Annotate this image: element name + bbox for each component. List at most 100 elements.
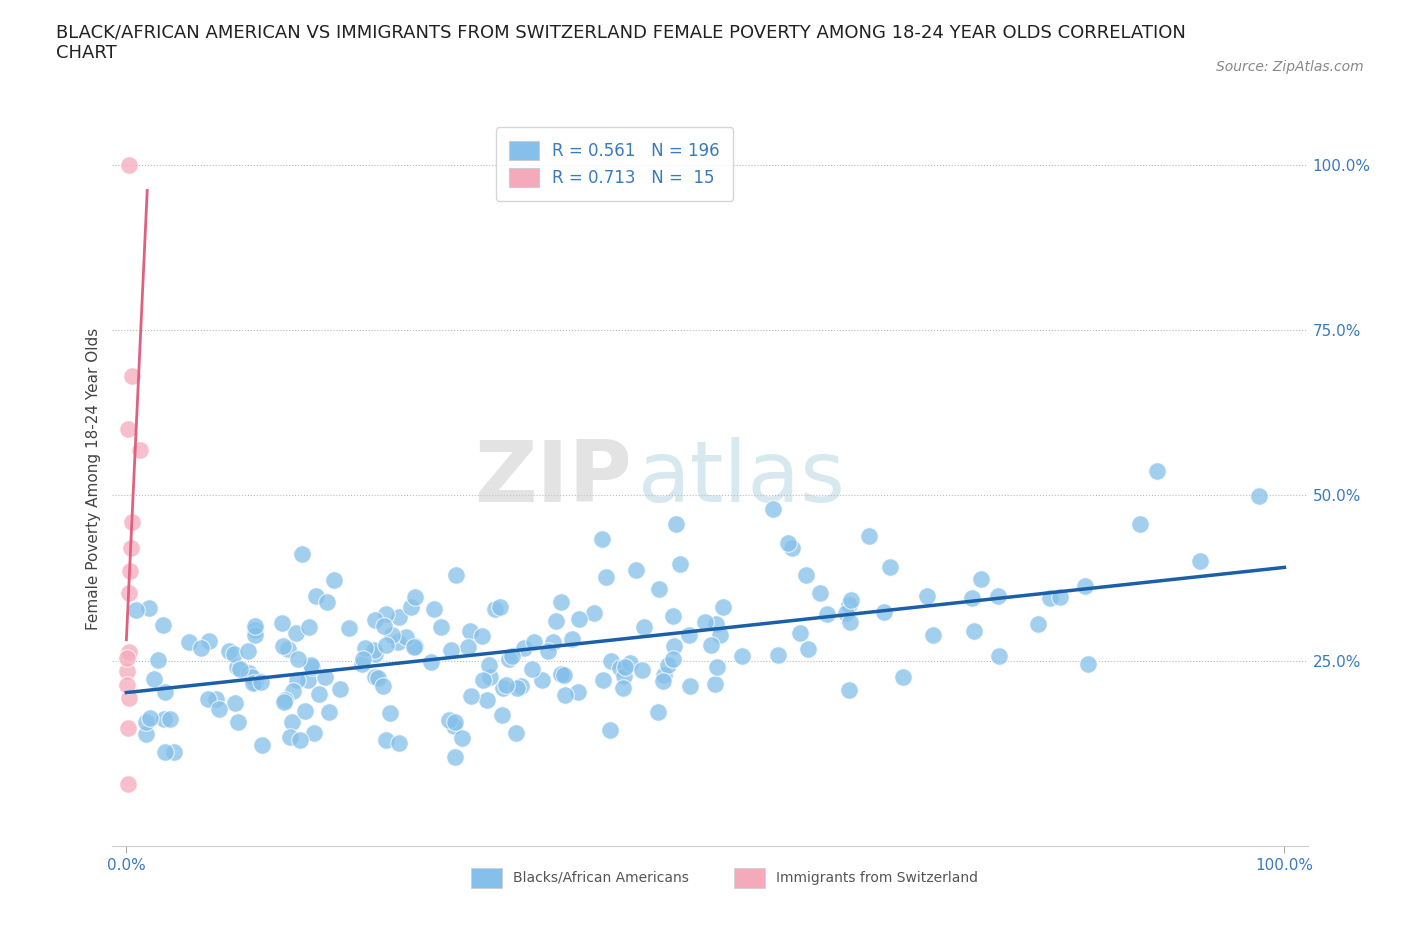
Point bbox=[143, 671, 166, 686]
Point bbox=[568, 612, 591, 627]
Point bbox=[613, 669, 636, 684]
Point bbox=[354, 641, 377, 656]
Point bbox=[218, 644, 240, 658]
Point bbox=[838, 597, 860, 612]
Point bbox=[960, 591, 983, 605]
Point bbox=[541, 634, 564, 649]
Point bbox=[460, 688, 482, 703]
Point bbox=[352, 652, 374, 667]
Point bbox=[374, 733, 396, 748]
Point bbox=[159, 711, 181, 726]
Point bbox=[523, 634, 546, 649]
Point bbox=[1026, 617, 1049, 631]
Point bbox=[457, 640, 479, 655]
Point bbox=[243, 618, 266, 633]
Point bbox=[838, 683, 860, 698]
Point bbox=[661, 652, 683, 667]
Point bbox=[115, 663, 138, 678]
Point bbox=[678, 628, 700, 643]
Point bbox=[399, 599, 422, 614]
Point bbox=[120, 564, 142, 578]
Point bbox=[404, 638, 426, 653]
Point bbox=[962, 623, 984, 638]
Point bbox=[988, 649, 1011, 664]
Point bbox=[152, 711, 174, 726]
Point bbox=[388, 610, 411, 625]
Point bbox=[437, 712, 460, 727]
Point bbox=[117, 651, 139, 666]
Point bbox=[794, 567, 817, 582]
Point bbox=[778, 536, 800, 551]
Point bbox=[491, 707, 513, 722]
Point bbox=[277, 642, 299, 657]
Point bbox=[531, 672, 554, 687]
Point bbox=[915, 589, 938, 604]
Point bbox=[662, 639, 685, 654]
Point bbox=[709, 627, 731, 642]
Point bbox=[553, 667, 575, 682]
Point bbox=[197, 691, 219, 706]
Point bbox=[495, 677, 517, 692]
Point bbox=[375, 606, 398, 621]
Point bbox=[631, 662, 654, 677]
Point bbox=[498, 652, 520, 667]
Point bbox=[294, 704, 316, 719]
Point bbox=[139, 711, 162, 725]
Point bbox=[443, 718, 465, 733]
Point bbox=[789, 626, 811, 641]
Point bbox=[243, 628, 266, 643]
Point bbox=[118, 586, 141, 601]
Point bbox=[163, 744, 186, 759]
Point bbox=[451, 731, 474, 746]
Point bbox=[679, 679, 702, 694]
Point bbox=[484, 602, 506, 617]
Point bbox=[700, 638, 723, 653]
Point bbox=[323, 572, 346, 587]
Point bbox=[475, 692, 498, 707]
Point bbox=[363, 643, 385, 658]
Point bbox=[273, 695, 295, 710]
Point bbox=[444, 750, 467, 764]
Point bbox=[492, 681, 515, 696]
Point bbox=[662, 608, 685, 623]
Text: BLACK/AFRICAN AMERICAN VS IMMIGRANTS FROM SWITZERLAND FEMALE POVERTY AMONG 18-24: BLACK/AFRICAN AMERICAN VS IMMIGRANTS FRO… bbox=[56, 23, 1187, 62]
Point bbox=[117, 777, 139, 791]
Point bbox=[281, 684, 304, 698]
Point bbox=[768, 648, 790, 663]
Point bbox=[224, 696, 246, 711]
Point bbox=[288, 733, 311, 748]
Text: Immigrants from Switzerland: Immigrants from Switzerland bbox=[776, 870, 979, 885]
Point bbox=[420, 655, 443, 670]
Point bbox=[657, 658, 679, 672]
Point bbox=[554, 688, 576, 703]
Point bbox=[693, 615, 716, 630]
Point bbox=[583, 606, 606, 621]
Point bbox=[613, 660, 636, 675]
Point bbox=[599, 722, 621, 737]
Point bbox=[839, 615, 862, 630]
Point bbox=[609, 661, 631, 676]
Point bbox=[510, 679, 533, 694]
Point bbox=[128, 443, 150, 458]
Text: Source: ZipAtlas.com: Source: ZipAtlas.com bbox=[1216, 60, 1364, 74]
Point bbox=[561, 631, 583, 646]
Point bbox=[731, 649, 754, 664]
Point bbox=[373, 619, 395, 634]
Point bbox=[970, 571, 993, 586]
Point bbox=[780, 541, 803, 556]
Point bbox=[350, 657, 373, 671]
Point bbox=[404, 590, 426, 604]
Point bbox=[506, 680, 529, 695]
Point bbox=[118, 691, 141, 706]
Point bbox=[591, 531, 613, 546]
Point bbox=[240, 670, 263, 684]
Point bbox=[1247, 488, 1270, 503]
Point bbox=[208, 701, 231, 716]
Point bbox=[595, 570, 617, 585]
Point bbox=[367, 671, 389, 685]
Point bbox=[115, 678, 138, 693]
Point bbox=[1077, 657, 1099, 671]
Point bbox=[198, 633, 221, 648]
Point bbox=[380, 706, 402, 721]
Point bbox=[537, 644, 560, 658]
